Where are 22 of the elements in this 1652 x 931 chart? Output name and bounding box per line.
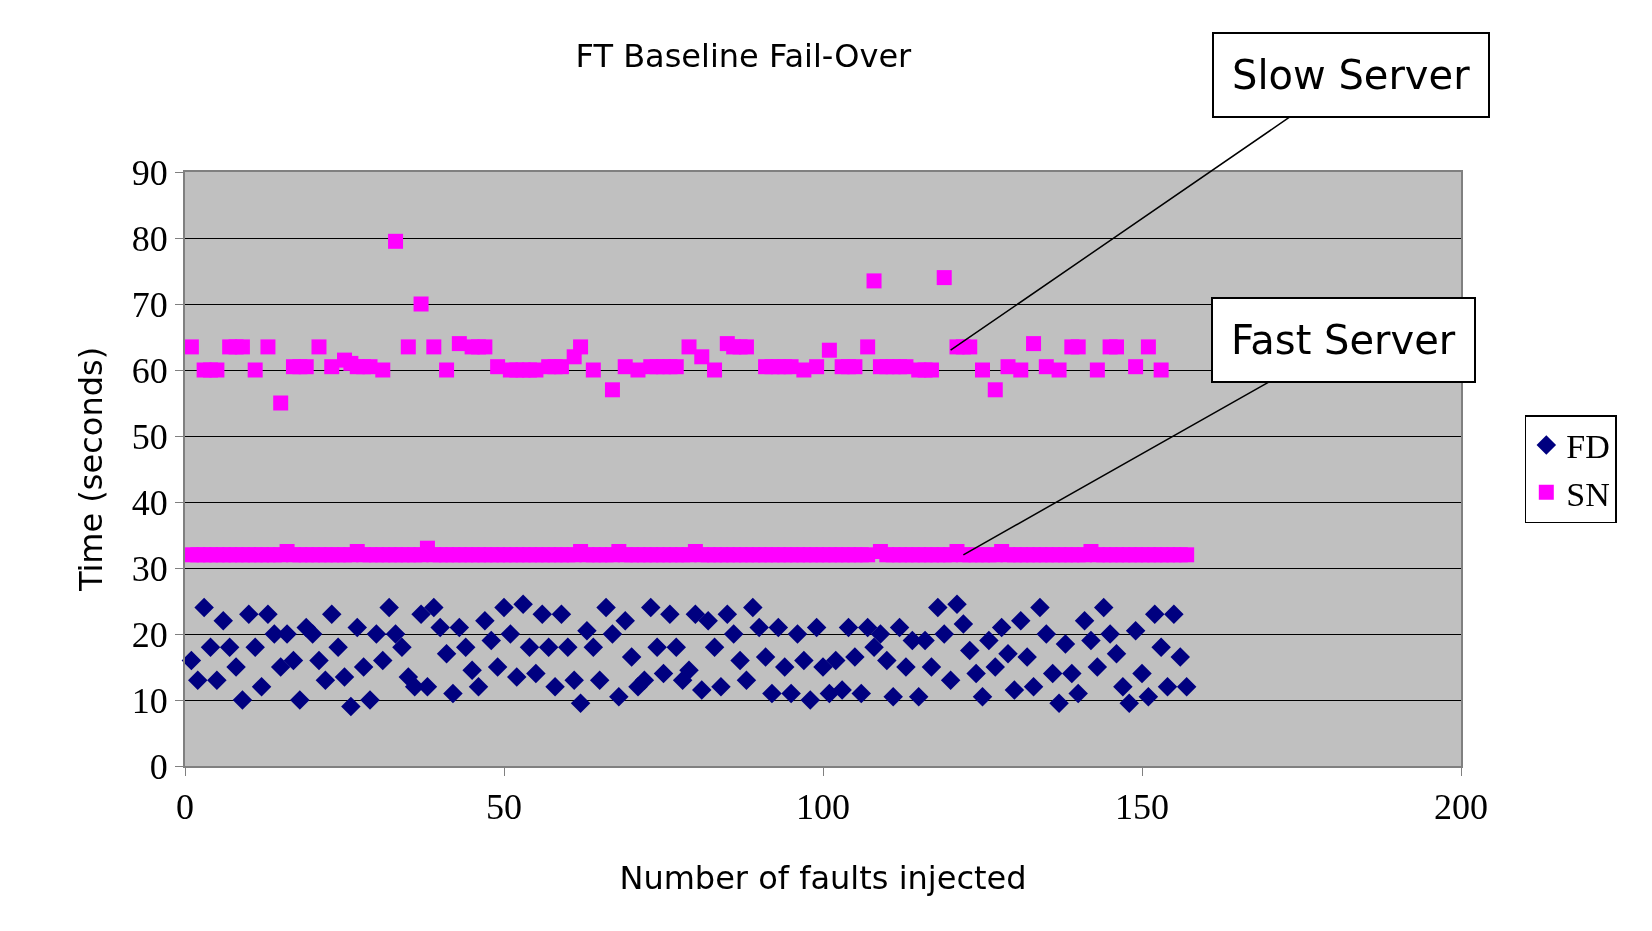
x-tick-label: 100 <box>796 787 850 828</box>
x-tick-label: 0 <box>176 787 194 828</box>
y-tick-label: 30 <box>131 548 168 589</box>
annotation: Fast Server <box>1231 317 1456 363</box>
y-axis-title: Time (seconds) <box>71 346 110 593</box>
chart-title: FT Baseline Fail-Over <box>575 37 913 76</box>
y-tick-label: 60 <box>131 350 168 391</box>
y-tick-label: 50 <box>131 416 168 457</box>
legend-label: SN <box>1566 475 1610 513</box>
x-tick-label: 200 <box>1434 787 1488 828</box>
x-tick-label: 50 <box>486 787 522 828</box>
y-tick-label: 10 <box>131 680 168 721</box>
annotation: Slow Server <box>1232 52 1471 98</box>
y-tick-label: 80 <box>131 218 168 259</box>
y-tick-label: 20 <box>131 614 168 655</box>
legend-label: FD <box>1566 428 1610 466</box>
y-tick-label: 40 <box>131 482 168 523</box>
y-tick-label: 0 <box>149 746 168 787</box>
x-axis-title: Number of faults injected <box>619 858 1027 897</box>
y-tick-label: 90 <box>131 152 168 193</box>
x-tick-label: 150 <box>1115 787 1169 828</box>
y-tick-label: 70 <box>131 284 168 325</box>
